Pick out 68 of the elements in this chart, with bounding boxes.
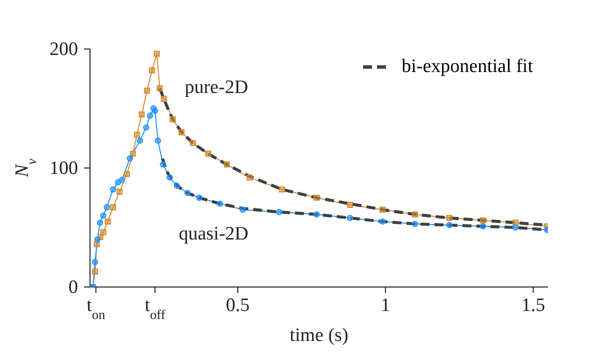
x-tick-label: 1.5	[521, 295, 546, 316]
point	[136, 138, 144, 144]
point	[412, 211, 418, 218]
series-label: quasi-2D	[178, 224, 248, 245]
point	[100, 229, 106, 236]
x-tick-label: t$_{off}$	[144, 295, 166, 322]
x-axis-title: time (s)	[290, 325, 348, 346]
y-tick-label: 0	[68, 277, 78, 298]
y-tick-label: 100	[50, 158, 78, 179]
point	[144, 88, 150, 94]
point	[279, 186, 286, 192]
point	[92, 258, 98, 266]
point	[104, 218, 111, 225]
point	[124, 170, 130, 177]
point	[116, 188, 123, 195]
point	[184, 190, 191, 196]
point	[160, 161, 166, 168]
point	[146, 112, 154, 119]
point	[346, 214, 354, 222]
point	[94, 236, 100, 242]
point	[314, 194, 320, 201]
point	[246, 174, 253, 181]
point	[152, 108, 158, 114]
point	[314, 211, 320, 218]
point	[110, 186, 116, 193]
point	[178, 129, 185, 136]
point	[126, 155, 133, 162]
point	[174, 182, 180, 189]
point	[118, 176, 126, 183]
point	[149, 67, 156, 74]
point	[379, 218, 386, 225]
x-tick-label: t$_{on}$	[86, 295, 106, 322]
series-label: pure-2D	[184, 77, 248, 98]
point	[100, 212, 106, 219]
point	[446, 222, 452, 228]
point	[104, 204, 110, 210]
point	[224, 161, 230, 168]
y-tick-label: 200	[50, 39, 78, 60]
point	[166, 174, 173, 181]
x-tick-label: 0.5	[226, 295, 250, 316]
point	[205, 150, 212, 157]
point	[96, 220, 104, 226]
point	[412, 220, 418, 228]
point	[480, 223, 486, 230]
point	[154, 50, 160, 57]
point	[143, 124, 150, 131]
point	[110, 204, 116, 210]
point	[512, 220, 518, 226]
point	[446, 214, 452, 221]
point	[216, 200, 224, 207]
point	[156, 85, 163, 92]
point	[276, 208, 282, 216]
point	[347, 202, 354, 208]
point	[512, 224, 519, 231]
point	[240, 206, 246, 213]
point	[138, 111, 145, 118]
point	[190, 140, 196, 146]
point	[154, 138, 162, 144]
x-tick-label: 1	[380, 295, 390, 316]
point	[196, 194, 202, 201]
point	[160, 96, 167, 102]
point	[170, 116, 176, 122]
legend-label: bi-exponential fit	[402, 56, 533, 78]
point	[92, 268, 98, 275]
point	[380, 206, 386, 213]
point	[130, 150, 136, 157]
point	[480, 217, 486, 224]
point	[134, 132, 140, 138]
